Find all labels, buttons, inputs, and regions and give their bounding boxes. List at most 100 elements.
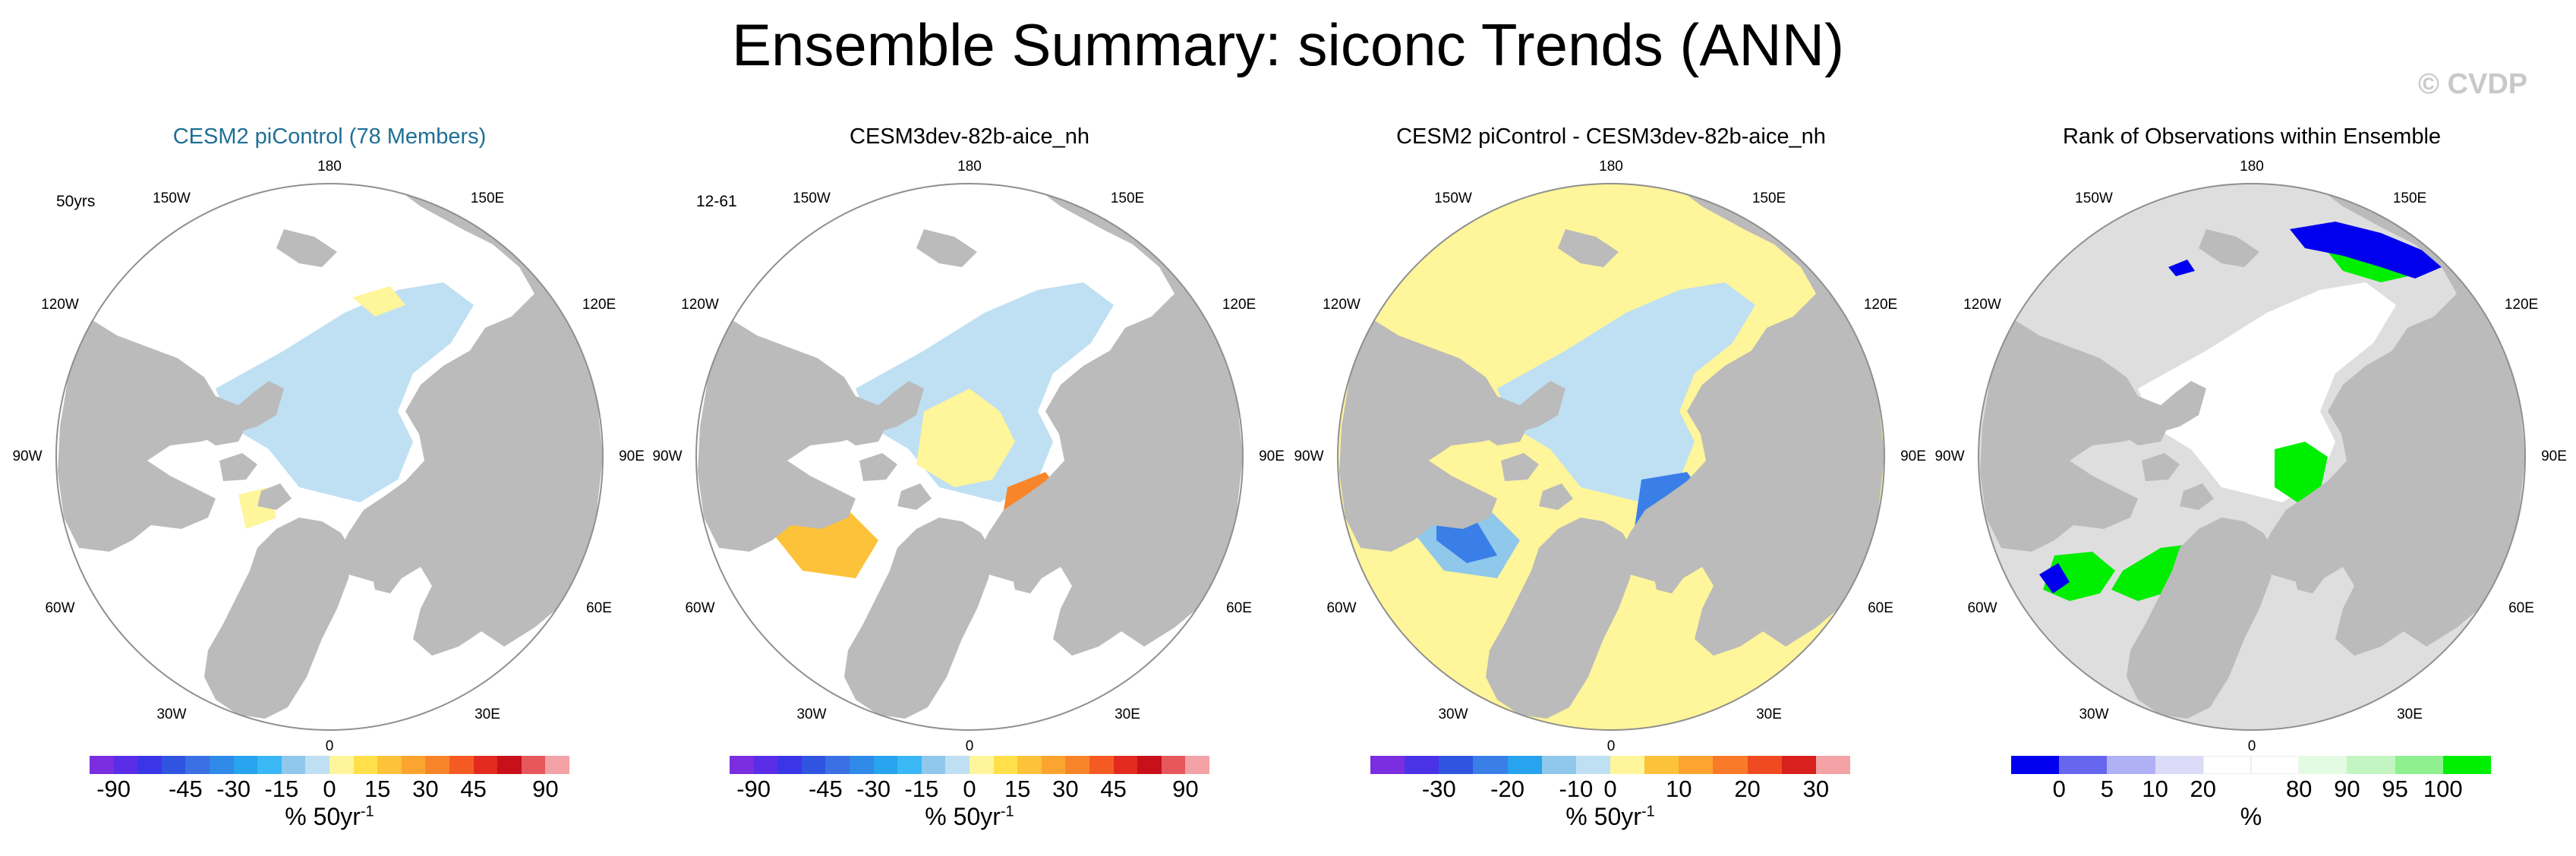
colorbar-tick-label: 80 bbox=[2285, 776, 2313, 802]
map-content bbox=[1338, 184, 1884, 730]
rank-low-region bbox=[2039, 563, 2070, 593]
longitude-label-p30w: 30W bbox=[1438, 707, 1468, 722]
colorbar-swatch bbox=[449, 756, 474, 774]
polar-map-2 bbox=[695, 183, 1244, 731]
land-isl3 bbox=[859, 453, 897, 481]
longitude-label-p0: 0 bbox=[2247, 738, 2256, 754]
land-greenland bbox=[2127, 518, 2275, 719]
longitude-label-p180: 180 bbox=[1599, 159, 1623, 175]
colorbar-tick-label: 15 bbox=[1004, 776, 1031, 802]
colorbar-swatch bbox=[1113, 756, 1138, 774]
colorbar-swatch bbox=[2107, 756, 2155, 774]
colorbar-tick-label: -10 bbox=[1559, 776, 1594, 802]
colorbar-swatch bbox=[1065, 756, 1089, 774]
land-fjl bbox=[1710, 531, 1733, 549]
positive-trend-patch bbox=[352, 286, 405, 316]
colorbar-swatch bbox=[945, 756, 970, 774]
colorbar-tick-label: 95 bbox=[2382, 776, 2408, 802]
colorbar-tick-label: -30 bbox=[856, 776, 891, 802]
colorbar-tick-label: 45 bbox=[1100, 776, 1127, 802]
colorbar-tick-label: -15 bbox=[904, 776, 939, 802]
longitude-label-p30e: 30E bbox=[1115, 707, 1140, 722]
colorbar-swatch bbox=[993, 756, 1018, 774]
colorbar-swatch bbox=[873, 756, 898, 774]
colorbar-swatch bbox=[1017, 756, 1042, 774]
land-chuk bbox=[276, 229, 337, 267]
units-text: % 50yr bbox=[925, 803, 1001, 830]
colorbar-swatch bbox=[730, 756, 754, 774]
colorbar-units-3: % 50yr-1 bbox=[1565, 803, 1654, 831]
colorbar-swatch bbox=[1089, 756, 1114, 774]
colorbar-swatch bbox=[1185, 756, 1209, 774]
colorbar-swatch bbox=[161, 756, 186, 774]
land-sval bbox=[371, 563, 402, 593]
land-isl1 bbox=[200, 415, 246, 445]
colorbar-swatch bbox=[1781, 756, 1816, 774]
units-superscript: -1 bbox=[360, 803, 374, 820]
longitude-label-p90e: 90E bbox=[1259, 448, 1285, 464]
longitude-label-p60w: 60W bbox=[45, 600, 75, 616]
panel-title-3: CESM2 piControl - CESM3dev-82b-aice_nh bbox=[1396, 124, 1826, 149]
colorbar-tick-label: 15 bbox=[364, 776, 391, 802]
colorbar-swatch bbox=[1575, 756, 1610, 774]
colorbar-swatch bbox=[329, 756, 354, 774]
colorbar-swatch bbox=[1610, 756, 1645, 774]
land-isl5 bbox=[1436, 389, 1467, 411]
longitude-label-p30w: 30W bbox=[796, 707, 827, 722]
colorbar-swatch bbox=[473, 756, 498, 774]
colorbar-tick-label: 0 bbox=[2052, 776, 2066, 802]
colorbar-swatch bbox=[2155, 756, 2203, 774]
rank-high-region bbox=[2275, 442, 2328, 502]
longitude-label-p60w: 60W bbox=[1967, 600, 1997, 616]
longitude-label-p0: 0 bbox=[965, 738, 974, 754]
colorbar-units-2: % 50yr-1 bbox=[925, 803, 1014, 831]
colorbar-2 bbox=[730, 756, 1209, 774]
longitude-label-p60e: 60E bbox=[2508, 600, 2534, 616]
land-namerica bbox=[1339, 320, 1565, 552]
figure-title: Ensemble Summary: siconc Trends (ANN) bbox=[731, 11, 1845, 78]
land-fjl bbox=[1068, 531, 1091, 549]
colorbar-tick-label: 45 bbox=[460, 776, 487, 802]
colorbar-tick-label: 20 bbox=[2190, 776, 2217, 802]
longitude-label-p180: 180 bbox=[957, 159, 982, 175]
colorbar-tick-label: 20 bbox=[1734, 776, 1761, 802]
longitude-label-p150w: 150W bbox=[793, 190, 831, 206]
land-isl4 bbox=[2180, 483, 2214, 510]
colorbar-tick-label: 0 bbox=[323, 776, 336, 802]
colorbar-swatch bbox=[1679, 756, 1714, 774]
colorbar-4 bbox=[2011, 756, 2491, 774]
map-outline bbox=[1978, 183, 2526, 731]
colorbar-tick-label: 5 bbox=[2100, 776, 2114, 802]
colorbar-units-4: % bbox=[2240, 803, 2262, 831]
land-isl2 bbox=[1455, 404, 1490, 426]
longitude-label-p120w: 120W bbox=[1323, 297, 1361, 313]
land-chuk bbox=[2199, 229, 2259, 267]
land-isl3 bbox=[219, 453, 257, 481]
longitude-label-p60e: 60E bbox=[1226, 600, 1252, 616]
colorbar-swatch bbox=[1137, 756, 1162, 774]
colorbar-swatch bbox=[185, 756, 210, 774]
longitude-label-p150e: 150E bbox=[2392, 190, 2427, 206]
colorbar-swatch bbox=[1370, 756, 1405, 774]
period-note-2: 12-61 bbox=[696, 193, 737, 210]
land-sval bbox=[1653, 563, 1683, 593]
land-chuk bbox=[1558, 229, 1619, 267]
colorbar-swatch bbox=[849, 756, 874, 774]
longitude-label-p0: 0 bbox=[1606, 738, 1616, 754]
land-isl2 bbox=[2096, 404, 2130, 426]
polar-map-3 bbox=[1337, 183, 1885, 731]
colorbar-swatch bbox=[401, 756, 426, 774]
positive-trend-region bbox=[916, 389, 1015, 487]
land-sval bbox=[1011, 563, 1042, 593]
colorbar-tick-label: -90 bbox=[96, 776, 131, 802]
longitude-label-p60e: 60E bbox=[586, 600, 612, 616]
colorbar-swatch bbox=[2250, 756, 2300, 774]
land-nz bbox=[462, 514, 493, 559]
colorbar-1 bbox=[90, 756, 569, 774]
longitude-label-p30e: 30E bbox=[1756, 707, 1782, 722]
colorbar-swatch bbox=[2347, 756, 2395, 774]
land-sval bbox=[2294, 563, 2324, 593]
colorbar-swatch bbox=[1713, 756, 1748, 774]
panel-title-2: CESM3dev-82b-aice_nh bbox=[850, 124, 1089, 149]
land-eurasia bbox=[977, 184, 1243, 656]
